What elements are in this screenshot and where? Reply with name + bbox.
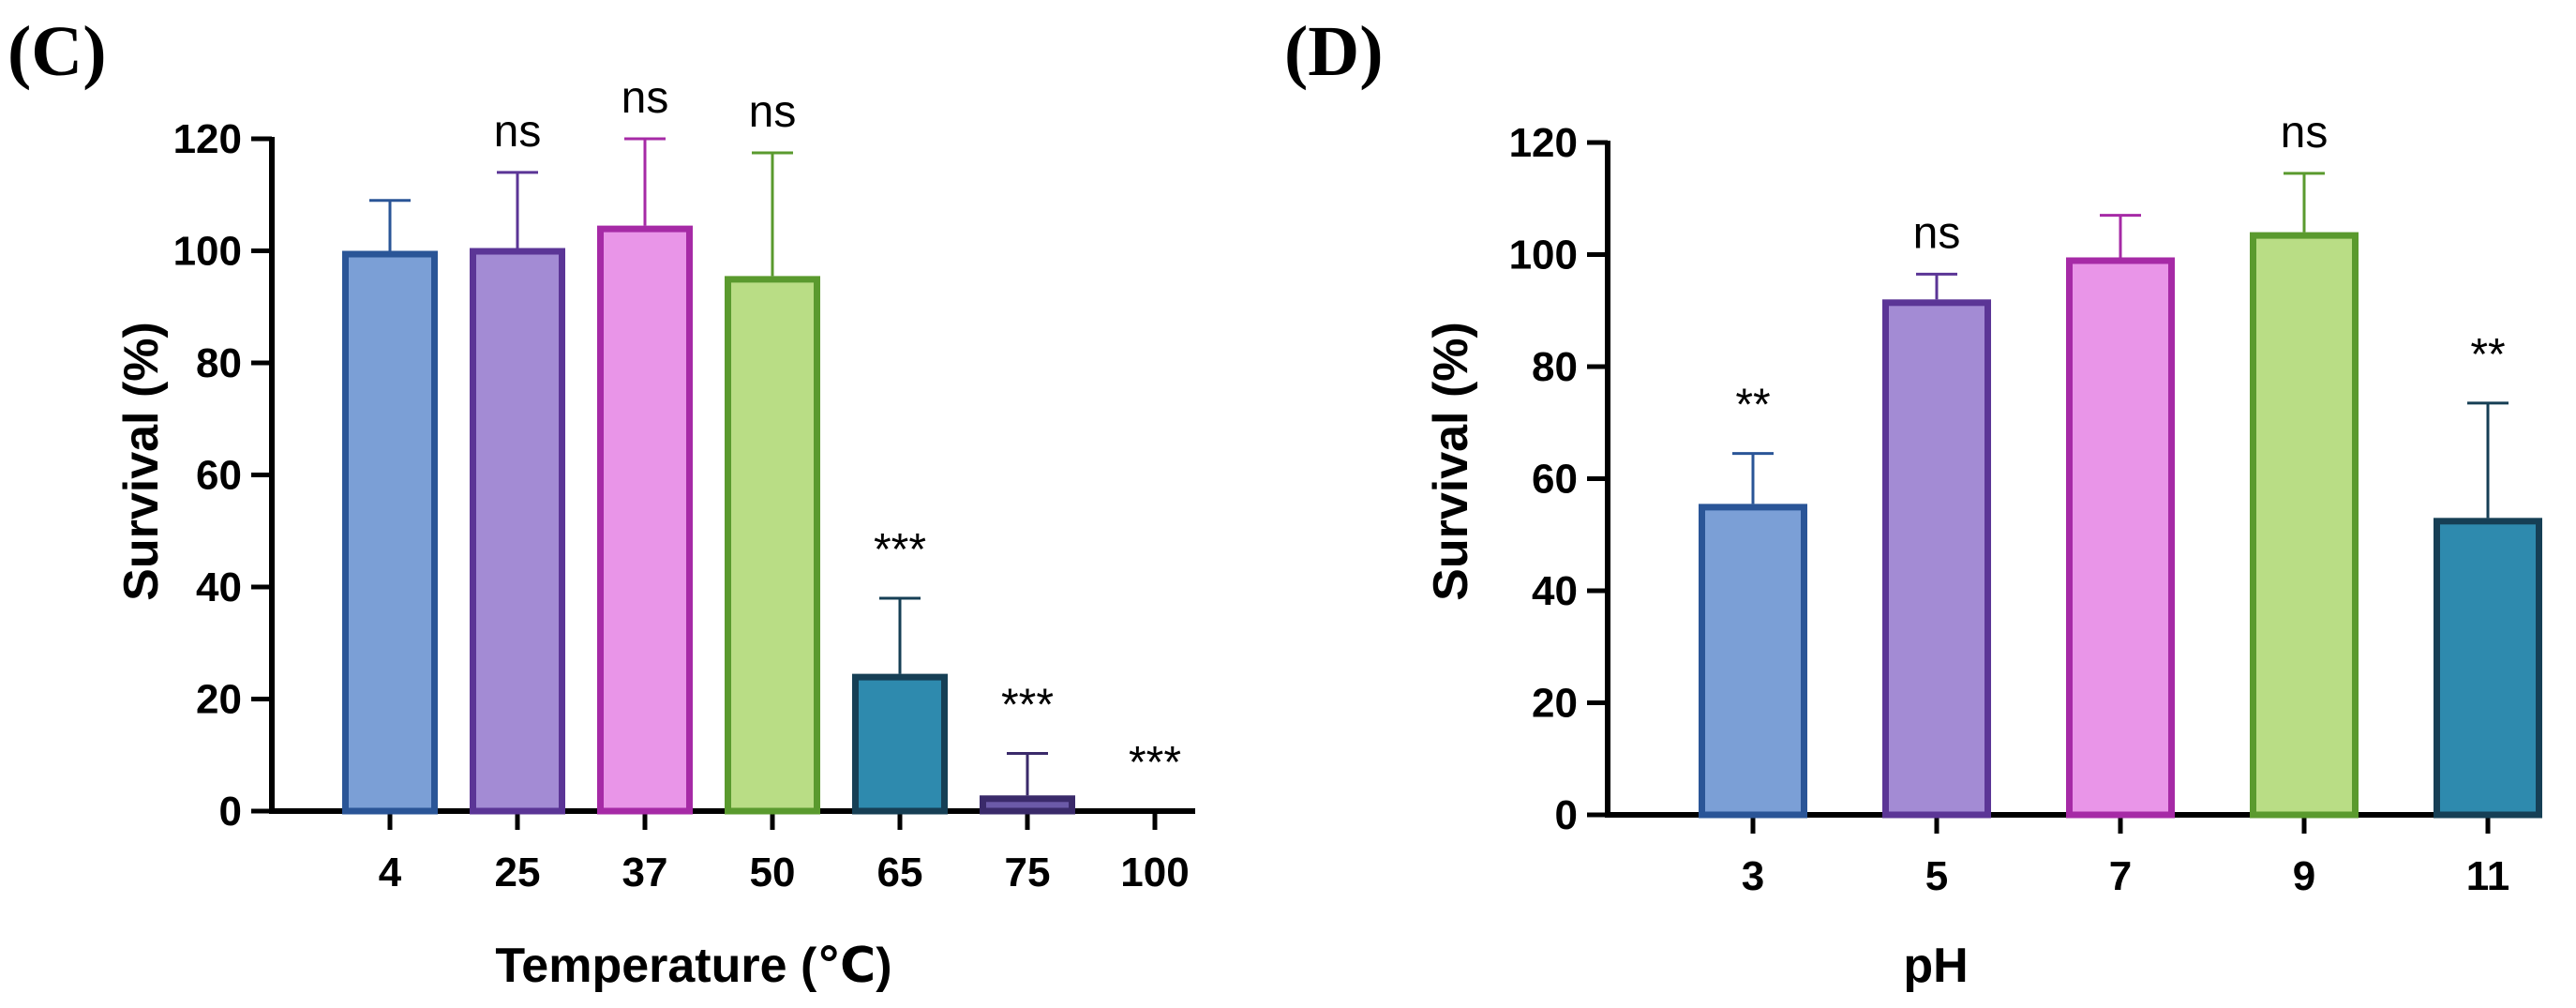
panel-d-bar-9 [2250,232,2359,819]
panel-d-label: (D) [1284,12,1384,91]
panel-c-y-tick-label: 20 [196,677,242,723]
panel-c-significance-label: *** [874,525,926,575]
panel-c-significance-label: *** [1129,738,1181,788]
panel-c-y-tick-label: 0 [219,789,242,835]
panel-d-y-tick-label: 120 [1509,120,1578,166]
panel-d-y-tick-label: 60 [1532,457,1578,503]
panel-d-bar-7 [2066,257,2175,819]
panel-d-x-tick-label: 5 [1925,853,1948,899]
panel-c-x-axis-title: Temperature (℃) [495,939,891,993]
panel-d-y-tick-label: 0 [1555,792,1578,838]
panel-d-y-tick-label: 100 [1509,233,1578,278]
panel-c-x-tick-label: 75 [1005,850,1051,895]
panel-d-bar-5 [1882,299,1991,819]
panel-c-bar-25 [470,248,565,815]
panel-c-y-tick-label: 120 [173,116,242,162]
panel-d-y-axis-title: Survival (%) [1424,322,1478,601]
panel-c-significance-label: ns [494,107,542,157]
panel-c-y-tick-label: 40 [196,564,242,610]
panel-c-bar-75 [980,795,1075,815]
panel-d-x-axis-title: pH [1903,939,1968,993]
panel-c-chart: 0 20 40 60 80 100 120 4 25 ns 37 ns 50 ns 65 *** 75 *** 10… [173,73,1195,895]
panel-c-significance-label: ns [622,73,669,123]
panel-c-label: (C) [7,12,107,91]
panel-c-y-axis-title: Survival (%) [114,322,169,601]
panel-d-x-tick-label: 3 [1742,853,1764,899]
panel-d-significance-label: ** [1735,381,1770,430]
panel-c-x-tick-label: 50 [750,850,796,895]
panel-d-y-tick-label: 20 [1532,681,1578,727]
panel-d-y-tick-label: 40 [1532,568,1578,614]
panel-d-y-tick-label: 80 [1532,344,1578,390]
panel-c-y-tick-label: 60 [196,453,242,499]
panel-c-significance-label: ns [749,87,797,137]
panel-c-x-tick-label: 65 [877,850,923,895]
panel-c-bar-4 [342,250,438,815]
panel-c-x-tick-label: 25 [495,850,541,895]
panel-c-y-tick-label: 100 [173,229,242,275]
panel-d-chart: 0 20 40 60 80 100 120 3 ** 5 ns 7 9 ns 11 ** [1509,108,2542,899]
panel-d-significance-label: ns [1913,208,1961,258]
panel-d-x-tick-label: 9 [2293,853,2315,899]
panel-d-significance-label: ** [2470,330,2505,380]
panel-c-significance-label: *** [1001,680,1054,730]
panel-c-bar-50 [725,276,820,815]
panel-c-y-tick-label: 80 [196,340,242,386]
panel-d-x-tick-label: 7 [2109,853,2132,899]
panel-c-x-tick-label: 4 [379,850,402,895]
panel-c-x-tick-label: 37 [622,850,668,895]
panel-d-bar-3 [1699,504,1807,819]
panel-c-bar-37 [597,225,693,815]
panel-d-x-tick-label: 11 [2466,853,2510,899]
panel-c-bar-65 [852,673,948,815]
panel-d-bar-11 [2434,518,2542,819]
panel-d-significance-label: ns [2281,108,2329,158]
panel-c-x-tick-label: 100 [1120,850,1189,895]
